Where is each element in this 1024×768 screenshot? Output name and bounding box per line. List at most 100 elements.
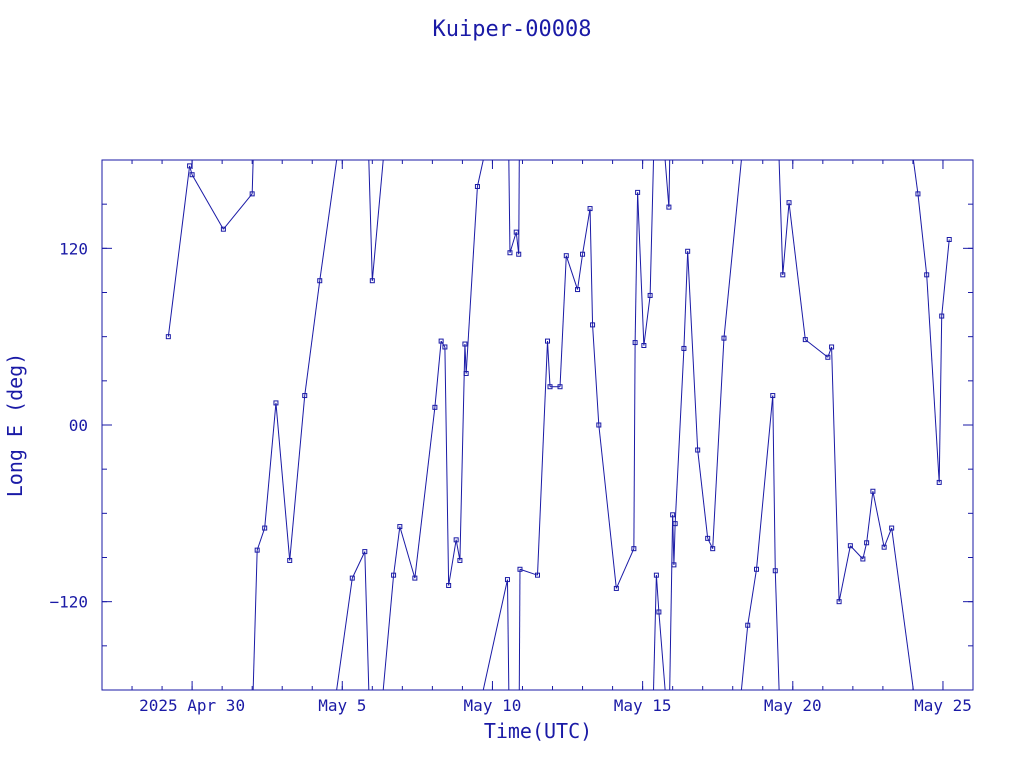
series-segment	[223, 193, 253, 230]
data-point	[647, 292, 653, 298]
series-segment	[518, 160, 520, 255]
data-point	[349, 575, 355, 581]
series-segment	[697, 449, 709, 539]
data-point	[442, 344, 448, 350]
data-point	[590, 322, 596, 328]
data-point	[672, 521, 678, 527]
data-point	[187, 163, 193, 169]
series-segment	[455, 539, 461, 561]
data-point	[287, 557, 293, 563]
data-point	[513, 229, 519, 235]
data-point	[474, 184, 480, 189]
x-axis-label: Time(UTC)	[484, 719, 592, 743]
data-point	[946, 237, 952, 242]
data-point	[446, 582, 452, 588]
data-point	[939, 313, 945, 319]
series-segment	[774, 570, 780, 690]
data-point	[432, 404, 438, 410]
data-point	[317, 278, 323, 284]
series-segment	[683, 251, 689, 349]
series-segment	[598, 424, 617, 589]
data-point	[653, 572, 659, 578]
data-point	[517, 566, 523, 572]
series-segment	[673, 523, 676, 565]
data-point	[631, 546, 637, 552]
data-point	[870, 488, 876, 494]
series-segment	[674, 348, 685, 524]
data-point	[438, 338, 444, 344]
series-segment	[872, 491, 885, 548]
series-segment	[883, 527, 893, 548]
series-segment	[778, 160, 784, 275]
x-tick-label: May 20	[764, 696, 822, 715]
series-segment	[866, 491, 874, 543]
series-segment	[669, 514, 674, 690]
data-point	[507, 250, 513, 256]
y-tick-label: 120	[59, 239, 88, 258]
data-point	[695, 447, 701, 453]
data-point	[924, 272, 930, 278]
series-segment	[712, 338, 725, 549]
data-point	[563, 253, 569, 259]
series-segment	[464, 344, 467, 374]
data-point	[881, 544, 887, 550]
data-point	[362, 549, 368, 555]
series-segment	[167, 165, 191, 337]
data-point	[670, 512, 676, 518]
series-segment	[319, 160, 338, 281]
series-segment	[941, 239, 950, 317]
series-segment	[252, 550, 258, 690]
data-point	[635, 189, 641, 195]
series-segment	[772, 395, 776, 571]
data-point	[641, 343, 647, 348]
data-point	[391, 572, 397, 578]
y-tick-label: 00	[69, 416, 88, 435]
series-segment	[643, 295, 651, 346]
data-point	[825, 354, 831, 360]
data-point	[613, 585, 619, 591]
series-segment	[371, 160, 384, 281]
data-point	[666, 204, 672, 210]
data-point	[249, 191, 255, 197]
data-point	[596, 422, 602, 428]
series-segment	[275, 402, 291, 561]
series-segment	[518, 569, 521, 690]
x-tick-label: 2025 Apr 30	[139, 696, 245, 715]
series-segment	[509, 231, 517, 253]
data-point	[165, 334, 171, 340]
series-segment	[740, 625, 749, 690]
series-segment	[917, 193, 928, 275]
series-segment	[399, 526, 416, 579]
series-segment	[653, 575, 657, 690]
data-point	[535, 572, 540, 578]
data-point	[864, 540, 870, 546]
data-point	[889, 525, 895, 531]
series-lines	[167, 160, 950, 690]
data-point	[745, 622, 751, 628]
series-segment	[891, 527, 914, 690]
plot-frame	[101, 159, 974, 691]
data-point	[457, 557, 463, 563]
y-tick-label: −120	[49, 593, 88, 612]
data-point	[786, 200, 792, 206]
series-segment	[256, 527, 266, 551]
series-segment	[508, 160, 511, 253]
data-point	[685, 248, 691, 254]
data-point	[302, 393, 308, 399]
series-segment	[289, 395, 306, 561]
series-segment	[658, 611, 666, 690]
data-point	[575, 287, 581, 293]
series-segment	[838, 545, 851, 602]
series-segment	[264, 402, 277, 529]
series-segment	[938, 316, 943, 483]
series-segment	[589, 208, 594, 325]
series-segment	[592, 324, 600, 426]
data-point	[860, 556, 866, 562]
series-segment	[565, 255, 579, 290]
series-segment	[519, 568, 538, 576]
series-segment	[191, 174, 224, 230]
data-point	[273, 400, 279, 406]
series-segment	[559, 255, 567, 387]
series-segment	[448, 539, 457, 586]
